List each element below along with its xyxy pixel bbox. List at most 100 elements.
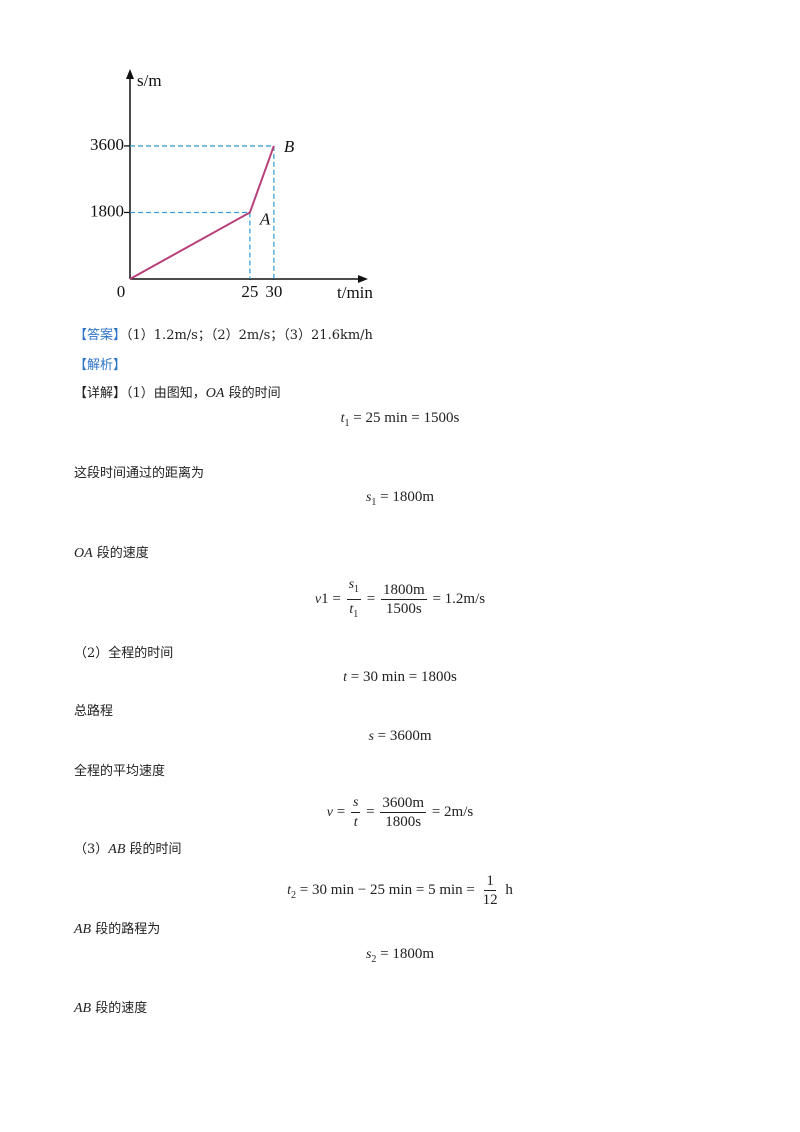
fraction: 1800m 1500s: [381, 581, 427, 618]
fraction: 1 12: [481, 872, 500, 909]
paragraph: 这段时间通过的距离为: [74, 462, 204, 481]
numerator: 3600m: [380, 794, 427, 813]
y-arrow: [126, 69, 134, 79]
paragraph: （2）全程的时间: [74, 642, 173, 661]
text: 段的速度: [91, 1001, 148, 1016]
text: （1）1.2m/s；（2）2m/s；（3）21.6km/h: [126, 328, 373, 343]
paragraph: 总路程: [74, 700, 113, 719]
data-line: [129, 145, 275, 280]
text: 1800m: [383, 582, 425, 598]
fraction: 3600m 1800s: [380, 794, 427, 831]
fraction: s1 t1: [346, 575, 362, 624]
denominator: t1: [347, 600, 360, 624]
text: 【详解】（1）由图知，: [74, 386, 206, 401]
text: =: [363, 590, 380, 607]
text: =: [362, 803, 379, 820]
section-label: 【解析】: [74, 358, 127, 373]
text: 段的时间: [125, 842, 182, 857]
denominator: t: [352, 813, 360, 832]
text: = 30 min − 25 min = 5 min =: [296, 881, 479, 898]
point-label: A: [259, 209, 271, 228]
numerator: s1: [346, 575, 362, 600]
formula: t2 = 30 min − 25 min = 5 min = 1 12 h: [0, 872, 800, 909]
x-arrow: [358, 275, 368, 283]
y-axis-label: s/m: [137, 71, 162, 90]
text: 这段时间通过的距离为: [74, 466, 205, 481]
italic-text: s: [365, 490, 372, 505]
numerator: 1: [484, 872, 496, 891]
text: 段的时间: [224, 386, 281, 401]
italic-text: OA: [205, 386, 225, 401]
italic-text: t: [349, 602, 354, 617]
text: = 1800m: [376, 946, 435, 962]
subscript: 1: [371, 497, 377, 508]
denominator: 1500s: [384, 600, 424, 618]
formula: s2 = 1800m: [0, 946, 800, 965]
italic-text: AB: [74, 922, 92, 937]
text: （3）: [74, 842, 109, 857]
text: = 25 min = 1500s: [349, 410, 460, 426]
text: 1 =: [321, 590, 345, 607]
paragraph: （3）AB 段的时间: [74, 838, 182, 858]
subscript: 2: [291, 889, 297, 901]
italic-text: s: [368, 729, 374, 744]
italic-text: t: [343, 670, 348, 685]
formula: v1 = s1 t1 = 1800m 1500s = 1.2m/s: [0, 575, 800, 624]
italic-text: t: [340, 411, 345, 426]
subscript: 2: [371, 954, 377, 965]
x-tick-label: 0: [117, 282, 126, 301]
text: = 30 min = 1800s: [347, 669, 457, 685]
italic-text: s: [348, 577, 355, 592]
text: 1800s: [385, 814, 422, 830]
text: 段的路程为: [91, 922, 161, 937]
denominator: 1800s: [383, 813, 423, 831]
paragraph: 全程的平均速度: [74, 760, 165, 779]
text: 1500s: [385, 601, 422, 617]
formula: t = 30 min = 1800s: [0, 669, 800, 686]
italic-text: AB: [74, 1001, 92, 1016]
y-tick-label: 3600: [90, 135, 124, 154]
text: 12: [482, 892, 498, 908]
italic-text: v: [326, 804, 333, 820]
text: 全程的平均速度: [74, 764, 166, 779]
text: = 1.2m/s: [428, 590, 486, 607]
text: = 3600m: [373, 728, 432, 744]
formula: t1 = 25 min = 1500s: [0, 410, 800, 429]
subscript: 1: [353, 609, 359, 620]
formula: s = 3600m: [0, 728, 800, 745]
text: 3600m: [382, 795, 425, 811]
formula: s1 = 1800m: [0, 489, 800, 508]
italic-text: AB: [108, 842, 126, 857]
italic-text: v: [314, 591, 322, 607]
italic-text: t: [287, 882, 292, 898]
italic-text: OA: [74, 546, 93, 561]
text: 段的速度: [92, 546, 149, 561]
paragraph: AB 段的路程为: [74, 918, 160, 938]
text: h: [501, 881, 513, 898]
text: 总路程: [74, 704, 114, 719]
denominator: 12: [481, 891, 500, 909]
figure: s/m t/min 1800 3600 0 25 30 A B: [90, 69, 373, 302]
paragraph: 【答案】（1）1.2m/s；（2）2m/s；（3）21.6km/h: [74, 324, 373, 343]
subscript: 1: [354, 584, 360, 595]
text: （2）全程的时间: [74, 646, 174, 661]
subscript: 1: [344, 418, 350, 429]
italic-text: s: [365, 947, 372, 962]
text: = 1800m: [376, 489, 435, 505]
text: = 2m/s: [428, 803, 474, 820]
paragraph: 【详解】（1）由图知，OA 段的时间: [74, 382, 281, 402]
y-tick-label: 1800: [90, 201, 124, 220]
x-tick-label: 30: [265, 282, 282, 301]
italic-text: s: [352, 795, 359, 810]
paragraph: 【解析】: [74, 354, 126, 373]
paragraph: OA 段的速度: [74, 542, 149, 562]
point-label: B: [284, 137, 295, 156]
paragraph: AB 段的速度: [74, 997, 147, 1017]
x-tick-label: 25: [241, 282, 258, 301]
x-axis-label: t/min: [337, 283, 373, 302]
text: =: [333, 803, 349, 820]
text: 1: [486, 873, 494, 889]
